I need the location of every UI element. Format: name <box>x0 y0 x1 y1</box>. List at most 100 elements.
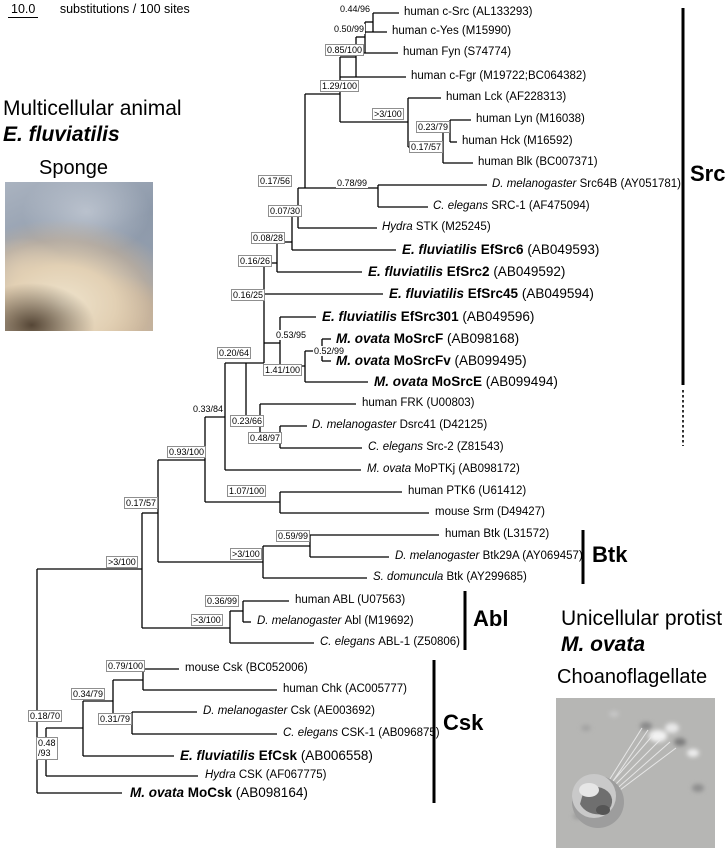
taxon-label-part: human PTK6 (U61412) <box>408 485 527 497</box>
taxon-label: human Lck (AF228313) <box>446 91 567 104</box>
taxon-label: S. domuncula Btk (AY299685) <box>373 571 527 584</box>
taxon-label: human Btk (L31572) <box>445 528 550 541</box>
left-annotation-line2: E. fluviatilis <box>3 123 120 147</box>
taxon-label-part: human Chk (AC005777) <box>283 683 408 695</box>
taxon-label-part: human FRK (U00803) <box>362 397 475 409</box>
support-value: >3/100 <box>191 614 223 627</box>
taxon-label-part: Src-2 (Z81543) <box>426 441 504 453</box>
taxon-label-part: EfSrc45 <box>467 286 522 301</box>
taxon-label: D. melanogaster Csk (AE003692) <box>203 705 375 718</box>
support-value: 1.29/100 <box>320 80 360 93</box>
taxon-label-part: (AB006558) <box>300 748 373 763</box>
taxon-label-part: E. fluviatilis <box>322 309 401 324</box>
support-value: 0.17/56 <box>258 175 293 188</box>
sponge-photo <box>5 182 153 331</box>
support-value: 0.59/99 <box>276 530 311 543</box>
taxon-label: human FRK (U00803) <box>362 397 475 410</box>
taxon-label-part: M. ovata <box>336 331 394 346</box>
scale-bar-units: substitutions / 100 sites <box>59 2 190 16</box>
support-value: 0.08/28 <box>251 232 286 245</box>
support-value: >3/100 <box>372 108 404 121</box>
left-annotation-line1: Multicellular animal <box>3 97 182 120</box>
taxon-label-part: MoSrcF <box>393 331 448 346</box>
taxon-label-part: Hydra <box>382 221 416 233</box>
support-value: 0.44/96 <box>339 4 372 15</box>
taxon-label: human c-Yes (M15990) <box>392 25 512 38</box>
taxon-label: M. ovata MoSrcE (AB099494) <box>374 375 558 389</box>
taxon-label: M. ovata MoPTKj (AB098172) <box>367 463 520 476</box>
taxon-label: mouse Srm (D49427) <box>435 506 545 519</box>
support-value: >3/100 <box>230 548 262 561</box>
support-value: 0.79/100 <box>106 660 146 673</box>
taxon-label: M. ovata MoCsk (AB098164) <box>130 786 308 800</box>
taxon-label: E. fluviatilis EfSrc2 (AB049592) <box>368 265 565 279</box>
choanoflagellate-illustration <box>572 711 704 828</box>
taxon-label-part: (AB049593) <box>527 242 600 257</box>
taxon-label-part: human Blk (BC007371) <box>478 156 598 168</box>
support-value: 0.17/57 <box>124 497 159 510</box>
taxon-label: D. melanogaster Dsrc41 (D42125) <box>312 419 487 432</box>
taxon-label: mouse Csk (BC052006) <box>185 662 308 675</box>
taxon-label: Hydra CSK (AF067775) <box>205 769 327 782</box>
taxon-label-part: (AB049592) <box>493 264 566 279</box>
taxon-label: C. elegans Src-2 (Z81543) <box>368 441 504 454</box>
taxon-label-part: STK (M25245) <box>415 221 491 233</box>
taxon-label: E. fluviatilis EfSrc6 (AB049593) <box>402 243 599 257</box>
taxon-label-part: C. elegans <box>368 441 427 453</box>
taxon-label: human Chk (AC005777) <box>283 683 408 696</box>
support-value: 0.53/95 <box>275 330 308 341</box>
right-annotation-line2: M. ovata <box>561 633 646 657</box>
taxon-label-part: mouse Csk (BC052006) <box>185 662 308 674</box>
scale-bar-value: 10.0 <box>8 2 39 18</box>
right-annotation: Unicellular protist M. ovata <box>561 606 722 659</box>
taxon-label-part: CSK (AF067775) <box>238 769 327 781</box>
support-value: 0.31/79 <box>98 713 133 726</box>
taxon-label: Hydra STK (M25245) <box>382 221 491 234</box>
support-value: 0.23/66 <box>230 415 265 428</box>
taxon-label: human Hck (M16592) <box>462 135 573 148</box>
taxon-label-part: human Btk (L31572) <box>445 528 550 540</box>
taxon-label-part: human Hck (M16592) <box>462 135 573 147</box>
taxon-label-part: M. ovata <box>130 785 188 800</box>
taxon-label-part: human Lck (AF228313) <box>446 91 567 103</box>
taxon-label-part: C. elegans <box>320 636 379 648</box>
support-value: 1.41/100 <box>263 364 303 377</box>
choanoflagellate-caption: Choanoflagellate <box>557 666 708 688</box>
support-value: 0.07/30 <box>268 205 303 218</box>
sponge-caption: Sponge <box>39 157 108 179</box>
taxon-label-part: E. fluviatilis <box>389 286 468 301</box>
support-value: >3/100 <box>106 556 138 569</box>
taxon-label: C. elegans ABL-1 (Z50806) <box>320 636 460 649</box>
taxon-label-part: EfSrc2 <box>446 264 494 279</box>
support-value: 0.16/26 <box>238 255 273 268</box>
taxon-label-part: M. ovata <box>374 374 432 389</box>
taxon-label: M. ovata MoSrcF (AB098168) <box>336 332 519 346</box>
taxon-label-part: M. ovata <box>336 353 394 368</box>
taxon-label-part: C. elegans <box>433 200 492 212</box>
taxon-label-part: MoCsk <box>187 785 236 800</box>
taxon-label-part: Abl (M19692) <box>344 615 414 627</box>
taxon-label-part: EfSrc301 <box>400 309 463 324</box>
taxon-label-part: (AB098164) <box>235 785 308 800</box>
taxon-label: E. fluviatilis EfSrc45 (AB049594) <box>389 287 594 301</box>
taxon-label-part: MoSrcFv <box>393 353 455 368</box>
taxon-label-part: (AB049594) <box>521 286 594 301</box>
taxon-label: E. fluviatilis EfSrc301 (AB049596) <box>322 310 534 324</box>
support-value: 0.33/84 <box>192 404 225 415</box>
taxon-label: human PTK6 (U61412) <box>408 485 527 498</box>
choanoflagellate-photo <box>556 698 715 848</box>
support-value: 0.93/100 <box>167 446 207 459</box>
clade-label-src: Src <box>690 161 726 186</box>
left-annotation: Multicellular animal E. fluviatilis <box>3 96 182 149</box>
taxon-label: E. fluviatilis EfCsk (AB006558) <box>180 749 373 763</box>
taxon-label: C. elegans CSK-1 (AB096875) <box>283 727 440 740</box>
taxon-label-part: Hydra <box>205 769 239 781</box>
taxon-label-part: human c-Yes (M15990) <box>392 25 512 37</box>
support-value: 0.34/79 <box>71 688 106 701</box>
taxon-label-part: mouse Srm (D49427) <box>435 506 545 518</box>
support-value: 0.17/57 <box>409 141 444 154</box>
taxon-label-part: D. melanogaster <box>257 615 345 627</box>
taxon-label-part: MoSrcE <box>431 374 486 389</box>
taxon-label-part: Btk (AY299685) <box>446 571 527 583</box>
